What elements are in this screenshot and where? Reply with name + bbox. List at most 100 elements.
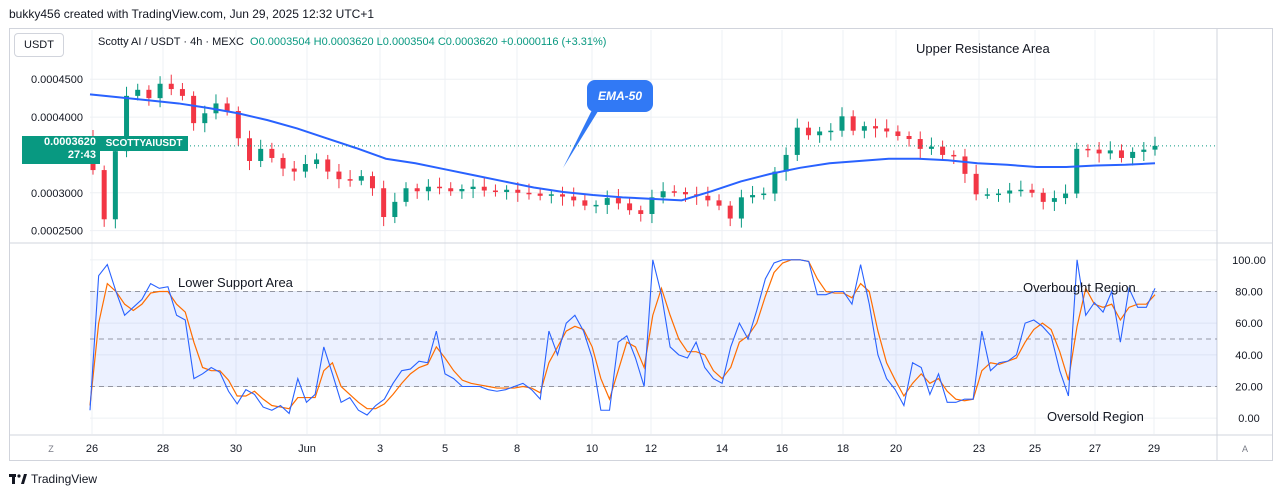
candle bbox=[582, 200, 588, 206]
time-axis-label: 5 bbox=[442, 443, 448, 455]
chart-frame bbox=[9, 28, 1273, 461]
candle bbox=[146, 89, 152, 99]
brand: TradingView bbox=[9, 472, 97, 486]
oscillator-axis-label: 100.00 bbox=[1232, 255, 1266, 267]
candle bbox=[783, 154, 789, 172]
candle bbox=[850, 116, 856, 131]
candle bbox=[157, 83, 163, 99]
auto-scale-button[interactable]: A bbox=[1241, 444, 1248, 454]
candle bbox=[1007, 190, 1013, 194]
candle bbox=[817, 131, 823, 136]
candle bbox=[571, 196, 577, 201]
candle bbox=[984, 194, 990, 196]
candle bbox=[627, 203, 633, 211]
candle bbox=[414, 188, 420, 192]
ema50-line bbox=[89, 93, 1156, 202]
price-axis-label: 0.0002500 bbox=[31, 226, 83, 238]
symbol-legend: Scotty AI / USDT · 4h · MEXC O0.0003504 … bbox=[98, 36, 606, 48]
candle bbox=[112, 151, 118, 220]
stoch-d-line bbox=[89, 259, 1156, 410]
timezone-button[interactable]: Z bbox=[48, 444, 54, 454]
candle bbox=[682, 192, 688, 195]
candle bbox=[515, 189, 521, 193]
candle bbox=[649, 197, 655, 214]
candle bbox=[1085, 148, 1091, 151]
candle bbox=[873, 126, 879, 129]
ema-callout: EMA-50 bbox=[587, 80, 653, 112]
time-axis-label: 8 bbox=[514, 443, 520, 455]
candle bbox=[917, 139, 923, 149]
bar-countdown: 27:43 bbox=[67, 149, 96, 161]
candle bbox=[593, 204, 599, 207]
candle bbox=[884, 128, 890, 132]
legend-change: +0.0000116 (+3.31%) bbox=[500, 36, 607, 48]
lower-support-label: Lower Support Area bbox=[178, 275, 293, 290]
candle bbox=[258, 148, 264, 161]
brand-name: TradingView bbox=[31, 472, 98, 486]
candle bbox=[369, 176, 375, 189]
candle bbox=[1141, 149, 1147, 152]
time-axis-label: 14 bbox=[716, 443, 728, 455]
time-axis-label: 30 bbox=[230, 443, 242, 455]
candle bbox=[1118, 150, 1124, 158]
price-axis-label: 0.0004000 bbox=[31, 112, 83, 124]
candle bbox=[973, 173, 979, 195]
time-axis-label: 29 bbox=[1148, 443, 1160, 455]
candle bbox=[448, 188, 454, 192]
oscillator-axis-label: 40.00 bbox=[1235, 350, 1263, 362]
oscillator-axis-label: 80.00 bbox=[1235, 287, 1263, 299]
candle bbox=[671, 191, 677, 193]
candle bbox=[761, 193, 767, 196]
last-price-box: 0.0003620 27:43 bbox=[22, 136, 100, 164]
currency-button[interactable]: USDT bbox=[14, 33, 64, 57]
candle bbox=[392, 201, 398, 218]
candle bbox=[235, 111, 241, 139]
time-axis-label: 10 bbox=[586, 443, 598, 455]
candle bbox=[358, 176, 364, 181]
time-axis-label: 23 bbox=[973, 443, 985, 455]
candle bbox=[1051, 198, 1057, 202]
candle bbox=[191, 95, 197, 124]
candle bbox=[135, 89, 141, 96]
candle bbox=[716, 200, 722, 206]
candle bbox=[805, 127, 811, 136]
candle bbox=[560, 194, 566, 197]
candle bbox=[179, 89, 185, 96]
candle bbox=[660, 191, 666, 198]
candle bbox=[1096, 149, 1102, 154]
last-price-tag: 0.0003620 27:43 SCOTTYAIUSDT bbox=[12, 136, 188, 164]
candle bbox=[995, 193, 1001, 196]
candle bbox=[1152, 145, 1158, 150]
overbought-label: Overbought Region bbox=[1023, 280, 1136, 295]
top-bar: bukky456 created with TradingView.com, J… bbox=[0, 0, 1281, 28]
candle bbox=[1074, 148, 1080, 194]
legend-low: L0.0003504 bbox=[376, 36, 435, 48]
candle bbox=[459, 189, 465, 192]
candle bbox=[750, 195, 756, 198]
price-axis-label: 0.0004500 bbox=[31, 74, 83, 86]
candle bbox=[638, 210, 644, 214]
candle bbox=[772, 171, 778, 194]
candle bbox=[101, 170, 107, 220]
candle bbox=[481, 186, 487, 191]
creator-credit: bukky456 created with TradingView.com, J… bbox=[9, 7, 374, 21]
candle bbox=[437, 186, 443, 189]
candle bbox=[839, 116, 845, 131]
candle bbox=[336, 171, 342, 180]
candle bbox=[302, 164, 308, 172]
legend-open: O0.0003504 bbox=[250, 36, 311, 48]
oversold-label: Oversold Region bbox=[1047, 409, 1144, 424]
legend-symbol[interactable]: Scotty AI / USDT · 4h · MEXC bbox=[98, 36, 244, 48]
price-axis-label: 0.0003000 bbox=[31, 188, 83, 200]
candle bbox=[951, 154, 957, 157]
candle bbox=[381, 188, 387, 218]
candle bbox=[470, 186, 476, 189]
oscillator-axis-label: 60.00 bbox=[1235, 318, 1263, 330]
candle bbox=[794, 127, 800, 155]
time-axis-label: 26 bbox=[86, 443, 98, 455]
candle bbox=[347, 179, 353, 181]
candle bbox=[548, 194, 554, 196]
candle bbox=[403, 188, 409, 202]
oscillator-axis-label: 0.00 bbox=[1238, 413, 1259, 425]
